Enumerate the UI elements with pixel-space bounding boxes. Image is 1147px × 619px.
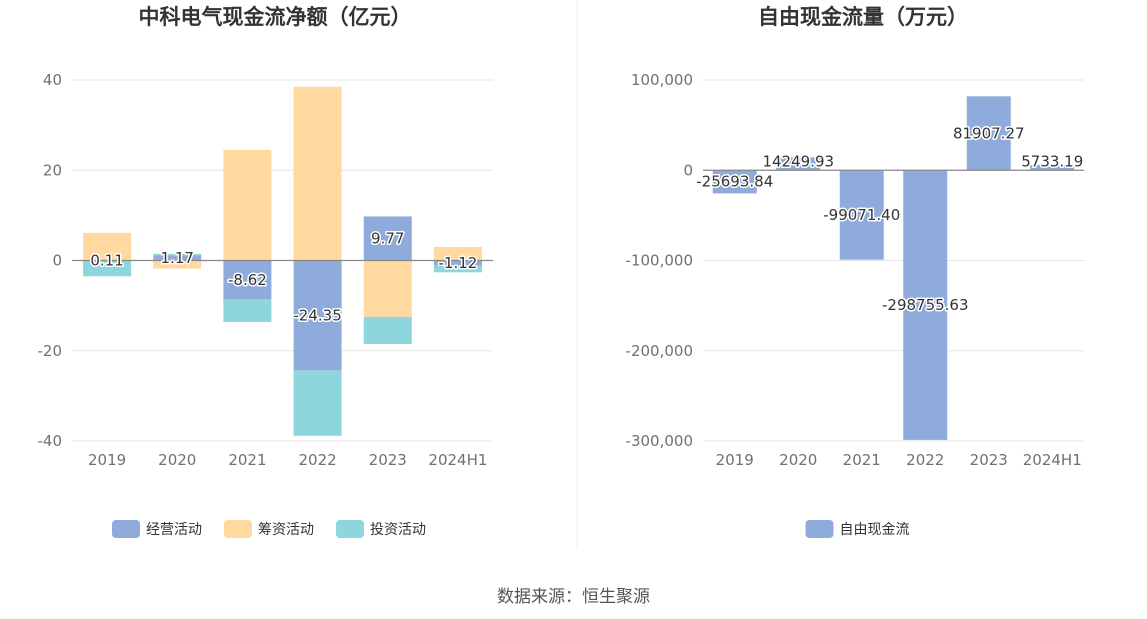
x-tick-label: 2021 xyxy=(228,451,266,469)
data-label: 9.77 xyxy=(371,229,404,247)
data-label: -8.62 xyxy=(228,271,267,289)
bar xyxy=(966,96,1011,171)
bar xyxy=(363,316,412,344)
data-label: -99071.40 xyxy=(823,206,900,224)
bar xyxy=(776,157,821,171)
data-label: 0.11 xyxy=(90,251,123,269)
data-label: -24.35 xyxy=(293,306,341,324)
legend-label: 经营活动 xyxy=(146,522,202,538)
bar xyxy=(839,170,884,260)
y-tick-label: -100,000 xyxy=(626,252,693,270)
bar xyxy=(223,149,272,261)
bar xyxy=(83,260,132,277)
y-tick-label: -20 xyxy=(38,342,63,360)
bar xyxy=(293,260,342,371)
x-tick-label: 2020 xyxy=(779,451,817,469)
bar xyxy=(433,265,482,273)
bar xyxy=(223,260,272,300)
y-tick-label: -200,000 xyxy=(626,342,693,360)
legend-label: 自由现金流 xyxy=(840,522,910,538)
bar xyxy=(903,170,948,440)
x-tick-label: 2024H1 xyxy=(1023,451,1082,469)
data-label: 1.17 xyxy=(161,249,194,267)
y-tick-label: -300,000 xyxy=(626,432,693,450)
x-tick-label: 2019 xyxy=(88,451,126,469)
data-label: -298755.63 xyxy=(882,296,969,314)
bar xyxy=(363,216,412,261)
bar xyxy=(153,260,202,269)
x-tick-label: 2020 xyxy=(158,451,196,469)
legend-label: 筹资活动 xyxy=(258,521,314,538)
bar xyxy=(712,170,757,194)
bar xyxy=(293,370,342,436)
bar xyxy=(293,86,342,261)
y-tick-label: 100,000 xyxy=(631,71,693,89)
data-label: 81907.27 xyxy=(953,124,1025,142)
legend-swatch xyxy=(112,520,140,538)
bar xyxy=(363,260,412,317)
x-tick-label: 2023 xyxy=(369,451,407,469)
legend-swatch xyxy=(805,520,834,538)
y-tick-label: 20 xyxy=(43,161,62,179)
cash-flow-net-chart: 中科电气现金流净额（亿元） 40 20 0 -20 -40 2019 2020 2021 2022… xyxy=(38,5,493,538)
y-tick-label: -40 xyxy=(38,432,63,450)
data-label: 5733.19 xyxy=(1021,152,1083,170)
bar xyxy=(433,246,482,261)
chart-title: 中科电气现金流净额（亿元） xyxy=(139,5,412,29)
bar xyxy=(153,255,202,261)
y-tick-label: 0 xyxy=(683,161,693,179)
data-label: -1.12 xyxy=(439,254,478,272)
x-tick-label: 2021 xyxy=(843,451,881,469)
bar xyxy=(83,232,132,261)
legend-swatch xyxy=(224,520,252,538)
legend-label: 投资活动 xyxy=(370,522,426,538)
x-tick-label: 2024H1 xyxy=(428,451,487,469)
data-label: 14249.93 xyxy=(762,152,834,170)
bar xyxy=(433,260,482,266)
x-tick-label: 2022 xyxy=(298,451,336,469)
x-tick-label: 2022 xyxy=(906,451,944,469)
bar xyxy=(1030,165,1075,171)
bar xyxy=(223,299,272,322)
chart-title: 自由现金流量（万元） xyxy=(758,5,968,29)
y-tick-label: 0 xyxy=(52,252,62,270)
bar xyxy=(153,253,202,256)
legend-swatch xyxy=(336,520,364,538)
x-tick-label: 2019 xyxy=(716,451,754,469)
data-source-note: 数据来源：恒生聚源 xyxy=(497,587,650,607)
free-cash-flow-chart: 自由现金流量（万元） 100,000 0 -100,000 -200,000 -300,0… xyxy=(626,5,1085,538)
x-tick-label: 2023 xyxy=(970,451,1008,469)
y-tick-label: 40 xyxy=(43,71,62,89)
data-label: -25693.84 xyxy=(696,172,773,190)
